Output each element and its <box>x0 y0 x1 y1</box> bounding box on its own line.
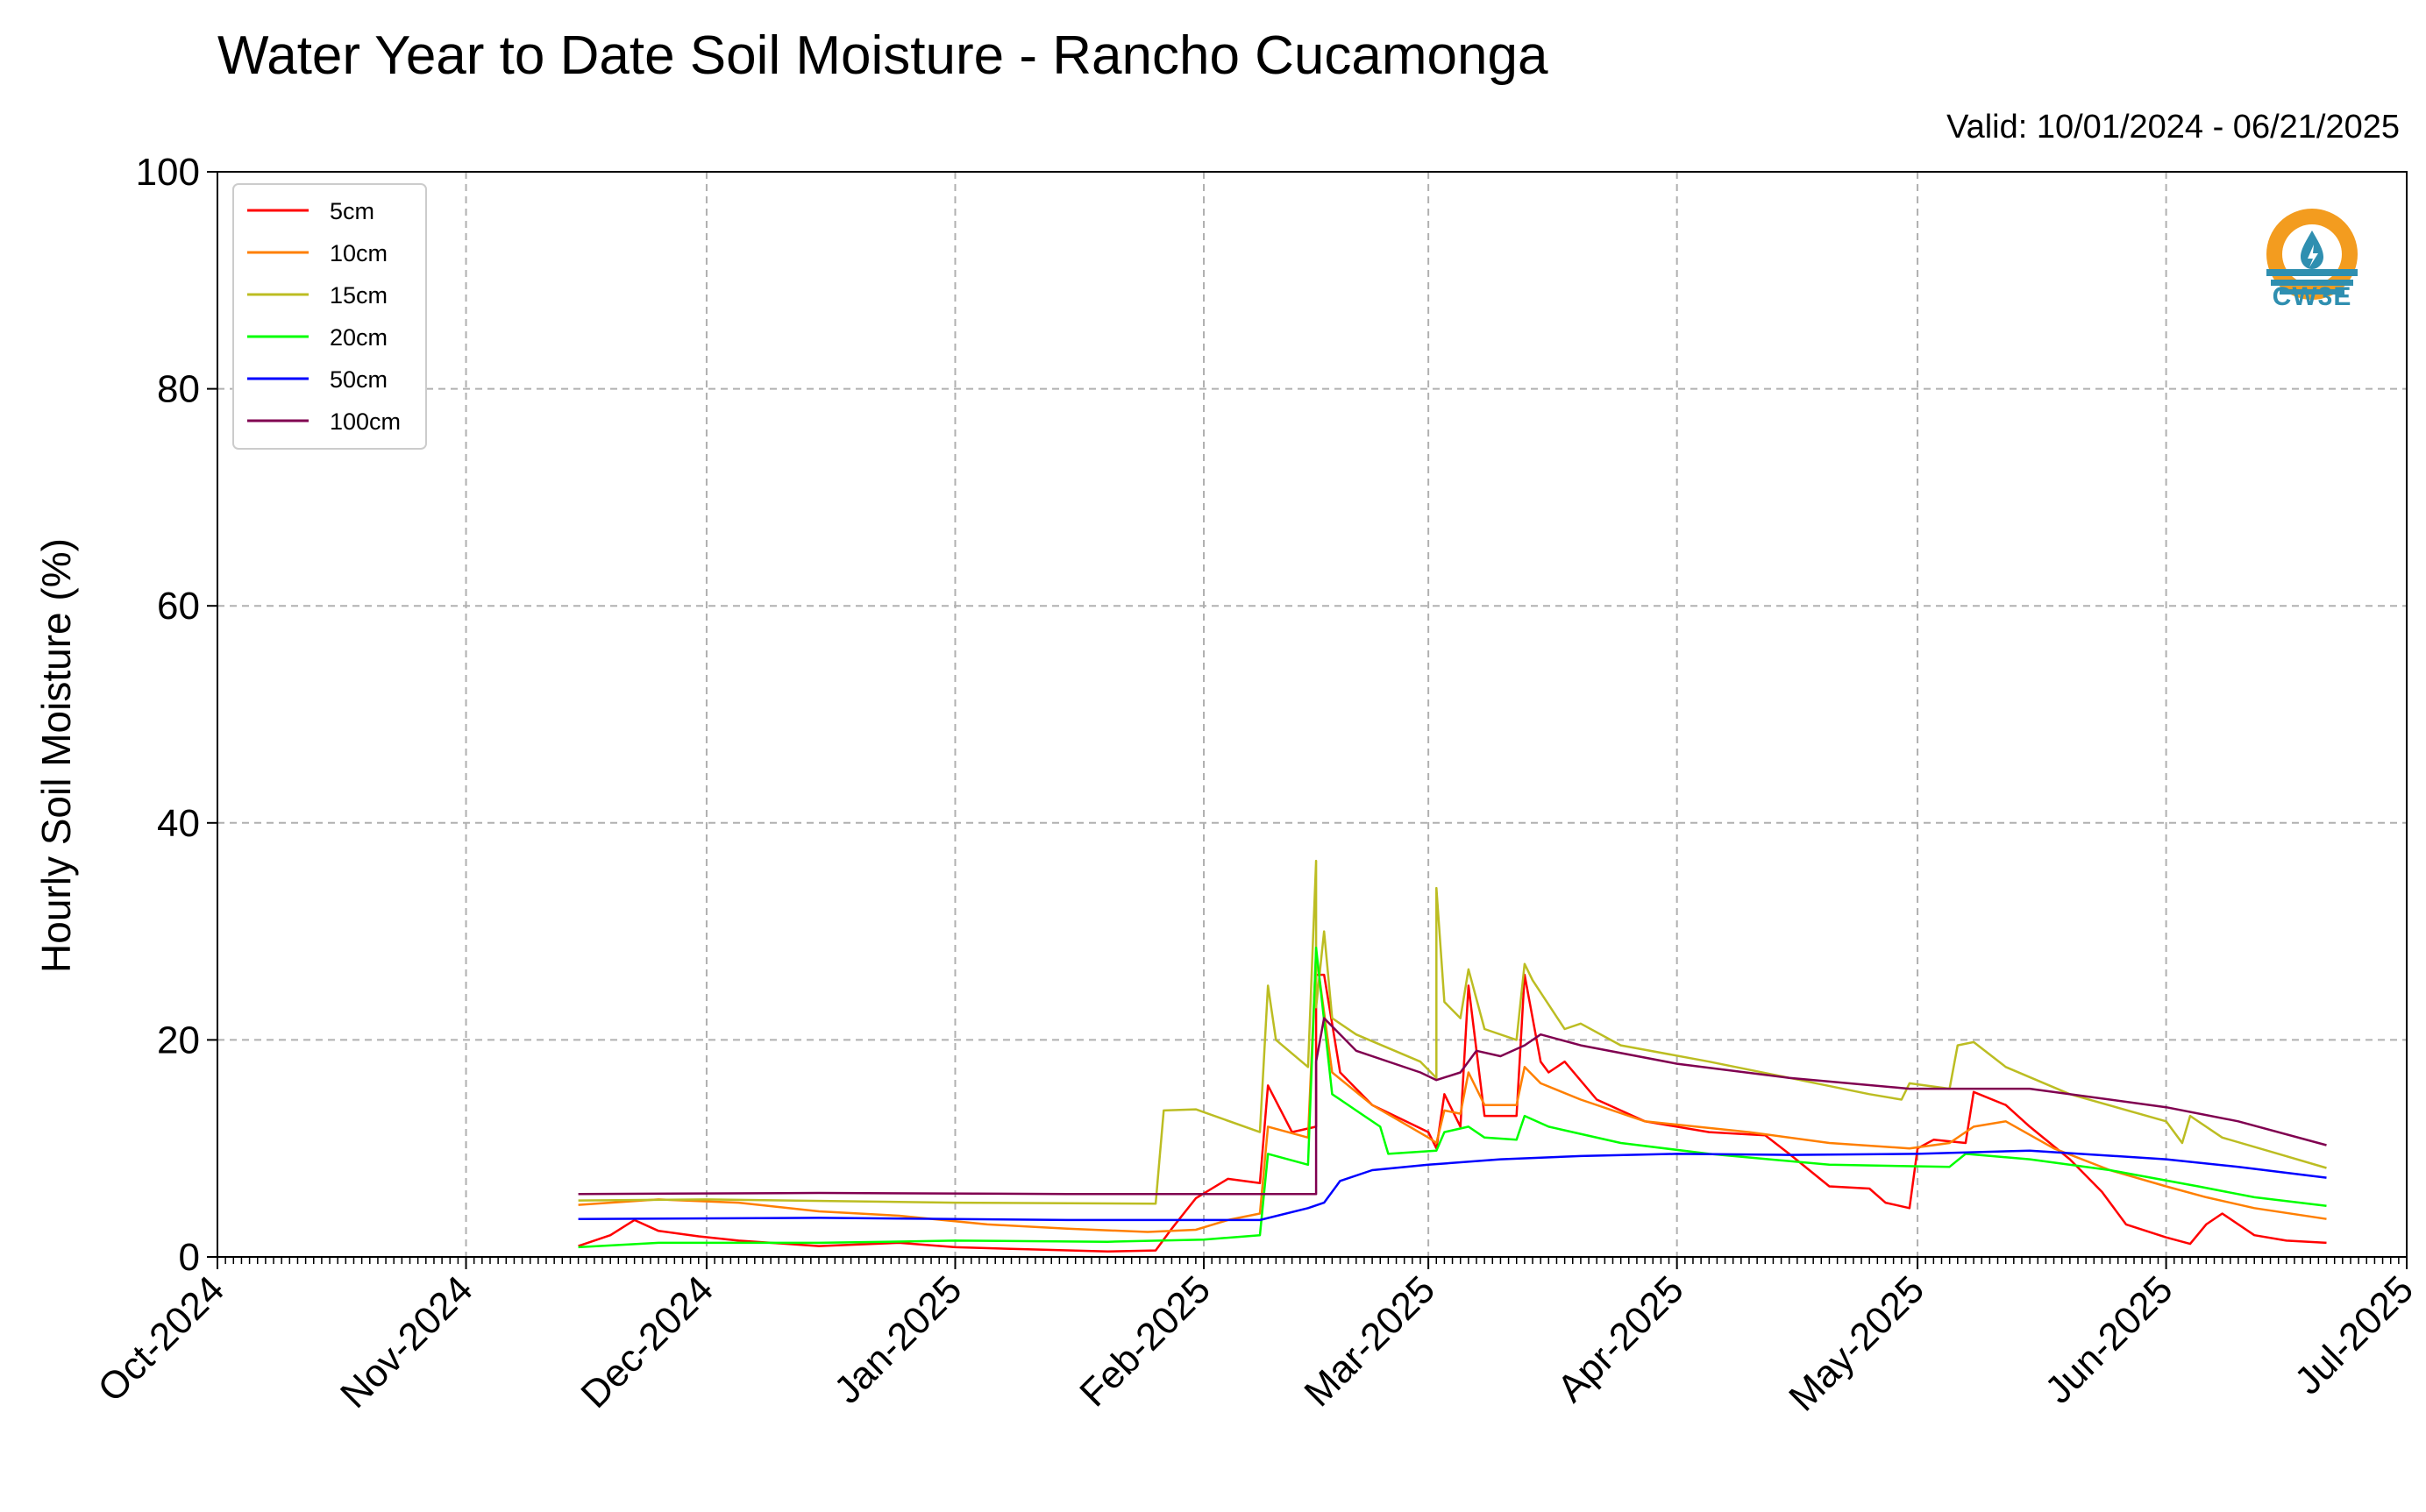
x-tick-label: Jul-2025 <box>2287 1267 2422 1402</box>
x-minor-tick-marks <box>217 1257 2408 1264</box>
series-line-100cm <box>578 1017 2327 1196</box>
legend-label: 5cm <box>330 198 374 224</box>
x-tick-label: Dec-2024 <box>573 1267 722 1416</box>
logo-text: CW3E <box>2272 282 2352 311</box>
x-tick-label: Feb-2025 <box>1071 1267 1219 1415</box>
legend-label: 50cm <box>330 366 388 393</box>
x-tick-label: Apr-2025 <box>1549 1267 1692 1410</box>
y-tick-label: 40 <box>157 802 200 845</box>
series-line-15cm <box>578 859 2327 1205</box>
x-minor-ticks <box>217 1257 2408 1264</box>
x-tick-label: Jan-2025 <box>826 1267 970 1411</box>
legend-label: 15cm <box>330 282 388 309</box>
y-tick-label: 100 <box>136 151 200 194</box>
series-line-50cm <box>578 1149 2327 1222</box>
x-tick-label: Mar-2025 <box>1296 1267 1443 1415</box>
y-tick-label: 80 <box>157 368 200 411</box>
x-tick-label: Nov-2024 <box>332 1267 481 1416</box>
series-line-10cm <box>578 952 2327 1233</box>
legend-box <box>232 183 427 450</box>
cw3e-logo-icon <box>2266 209 2358 300</box>
valid-date-range: Valid: 10/01/2024 - 06/21/2025 <box>1946 109 2400 146</box>
y-tick-label: 20 <box>157 1019 200 1061</box>
plot-frame <box>217 171 2408 1258</box>
legend-label: 10cm <box>330 240 388 266</box>
chart-title: Water Year to Date Soil Moisture - Ranch… <box>217 25 1548 86</box>
legend-label: 20cm <box>330 324 388 351</box>
tick-labels: 0 20 40 60 80 100 Oct-2024 Nov-2024 Dec-2024 Jan-… <box>89 151 2422 1419</box>
legend-label: 100cm <box>330 408 401 435</box>
x-tick-label: May-2025 <box>1781 1267 1932 1419</box>
x-tick-label: Oct-2024 <box>89 1267 232 1410</box>
series-line-5cm <box>578 973 2327 1253</box>
grid <box>217 172 2407 1257</box>
y-tick-label: 60 <box>157 585 200 628</box>
series-lines <box>578 859 2327 1253</box>
x-tick-label: Jun-2025 <box>2037 1267 2181 1411</box>
y-tick-label: 0 <box>179 1236 200 1279</box>
legend: 5cm 10cm 15cm 20cm 50cm 100cm <box>232 183 427 450</box>
series-line-20cm <box>578 946 2327 1249</box>
